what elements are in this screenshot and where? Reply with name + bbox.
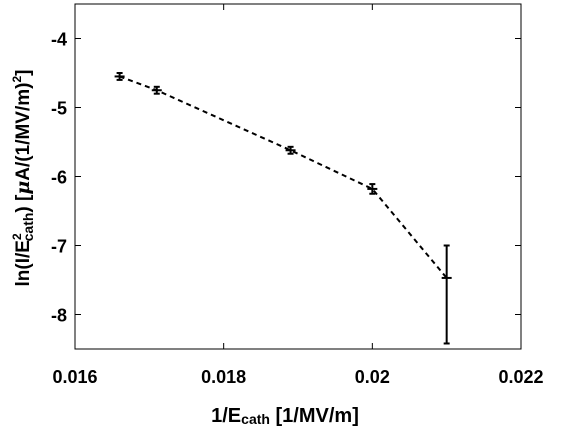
x-tick-label: 0.016 [52, 367, 97, 387]
y-tick-label: -6 [51, 168, 67, 188]
y-tick-label: -7 [51, 237, 67, 257]
x-tick-label: 0.022 [498, 367, 543, 387]
series-line [119, 75, 448, 279]
axis-ticks [74, 4, 522, 349]
plot-frame [74, 3, 522, 350]
y-tick-label: -5 [51, 99, 67, 119]
y-tick-label: -8 [51, 306, 67, 326]
y-axis-title: ln(I/E2cath) [μA/(1/MV/m)2] [10, 70, 36, 287]
x-axis-title: 1/Ecath [1/MV/m] [211, 405, 359, 427]
y-tick-label: -4 [51, 30, 67, 50]
tick-labels: 0.016 0.018 0.02 0.022 -8 -7 -6 -5 -4 [51, 30, 544, 388]
x-tick-label: 0.02 [355, 367, 390, 387]
series-layer [114, 72, 452, 345]
x-tick-label: 0.018 [201, 367, 246, 387]
